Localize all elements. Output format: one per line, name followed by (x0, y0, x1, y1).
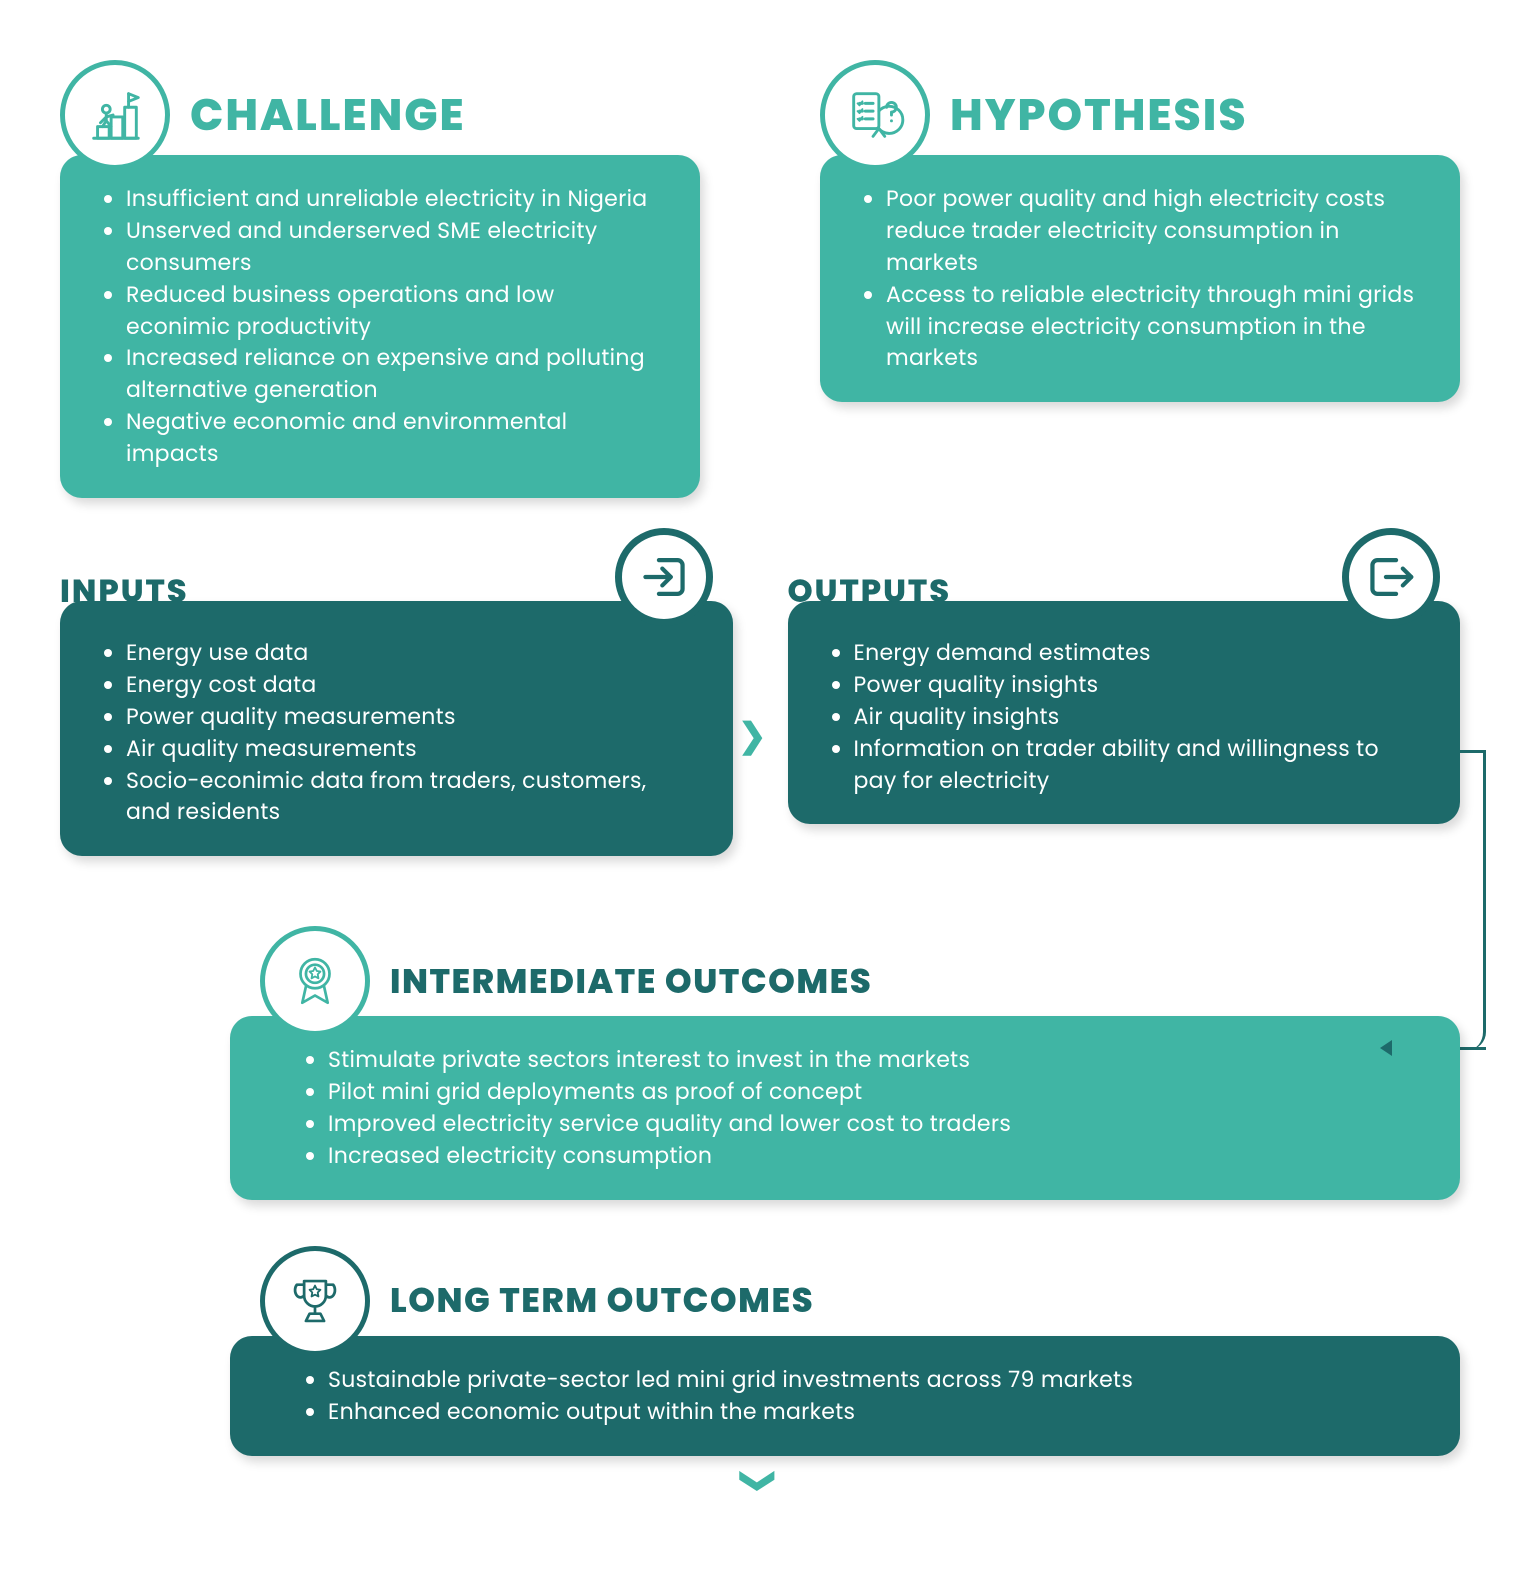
inputs-card: Energy use data Energy cost data Power q… (60, 601, 733, 856)
list-item: Energy use data (126, 637, 695, 669)
hypothesis-title: HYPOTHESIS (950, 83, 1248, 148)
intermediate-icon (260, 926, 370, 1036)
list-item: Power quality measurements (126, 701, 695, 733)
challenge-title: CHALLENGE (190, 83, 466, 148)
outputs-card: Energy demand estimates Power quality in… (788, 601, 1461, 824)
list-item: Increased electricity consumption (328, 1140, 1422, 1172)
list-item: Energy cost data (126, 669, 695, 701)
row-inputs-outputs: INPUTS Energy use data Energy cost data … (60, 568, 1460, 856)
list-item: Energy demand estimates (854, 637, 1423, 669)
hypothesis-card: Poor power quality and high electricity … (820, 155, 1460, 402)
connector-out-int-top (1446, 750, 1486, 753)
challenge-list: Insufficient and unreliable electricity … (98, 183, 662, 470)
intermediate-block: INTERMEDIATE OUTCOMES Stimulate private … (230, 926, 1460, 1200)
row-longterm: LONG TERM OUTCOMES Sustainable private-s… (60, 1246, 1460, 1456)
inputs-block: INPUTS Energy use data Energy cost data … (60, 568, 733, 856)
list-item: Pilot mini grid deployments as proof of … (328, 1076, 1422, 1108)
challenge-block: CHALLENGE Insufficient and unreliable el… (60, 60, 700, 498)
longterm-title: LONG TERM OUTCOMES (390, 1275, 814, 1326)
chevron-right-icon: ❯ (738, 718, 767, 752)
list-item: Power quality insights (854, 669, 1423, 701)
list-item: Sustainable private-sector led mini grid… (328, 1364, 1422, 1396)
list-item: Air quality measurements (126, 733, 695, 765)
hypothesis-block: HYPOTHESIS Poor power quality and high e… (820, 60, 1460, 402)
list-item: Socio-econimic data from traders, custom… (126, 765, 695, 829)
outputs-icon (1342, 528, 1440, 626)
challenge-card: Insufficient and unreliable electricity … (60, 155, 700, 498)
hypothesis-icon (820, 60, 930, 170)
outputs-list: Energy demand estimates Power quality in… (826, 637, 1423, 796)
inputs-list: Energy use data Energy cost data Power q… (98, 637, 695, 828)
challenge-icon (60, 60, 170, 170)
intermediate-title: INTERMEDIATE OUTCOMES (390, 956, 872, 1007)
outputs-block: OUTPUTS Energy demand estimates Power qu… (788, 568, 1461, 824)
list-item: Information on trader ability and willin… (854, 733, 1423, 797)
list-item: Enhanced economic output within the mark… (328, 1396, 1422, 1428)
list-item: Negative economic and environmental impa… (126, 406, 662, 470)
list-item: Reduced business operations and low econ… (126, 279, 662, 343)
longterm-icon (260, 1246, 370, 1356)
intermediate-list: Stimulate private sectors interest to in… (300, 1044, 1422, 1172)
list-item: Insufficient and unreliable electricity … (126, 183, 662, 215)
list-item: Increased reliance on expensive and poll… (126, 342, 662, 406)
list-item: Stimulate private sectors interest to in… (328, 1044, 1422, 1076)
list-item: Unserved and underserved SME electricity… (126, 215, 662, 279)
list-item: Access to reliable electricity through m… (886, 279, 1422, 375)
inputs-icon (615, 528, 713, 626)
list-item: Improved electricity service quality and… (328, 1108, 1422, 1140)
list-item: Poor power quality and high electricity … (886, 183, 1422, 279)
chevron-down-icon: ❯ (743, 1466, 777, 1495)
intermediate-card: Stimulate private sectors interest to in… (230, 1016, 1460, 1200)
longterm-block: LONG TERM OUTCOMES Sustainable private-s… (230, 1246, 1460, 1456)
row-intermediate: INTERMEDIATE OUTCOMES Stimulate private … (60, 926, 1460, 1200)
hypothesis-list: Poor power quality and high electricity … (858, 183, 1422, 374)
longterm-list: Sustainable private-sector led mini grid… (300, 1364, 1422, 1428)
diagram-container: CHALLENGE Insufficient and unreliable el… (60, 60, 1460, 1456)
arrow-left-icon (1380, 1040, 1392, 1056)
row-challenge-hypothesis: CHALLENGE Insufficient and unreliable el… (60, 60, 1460, 498)
list-item: Air quality insights (854, 701, 1423, 733)
